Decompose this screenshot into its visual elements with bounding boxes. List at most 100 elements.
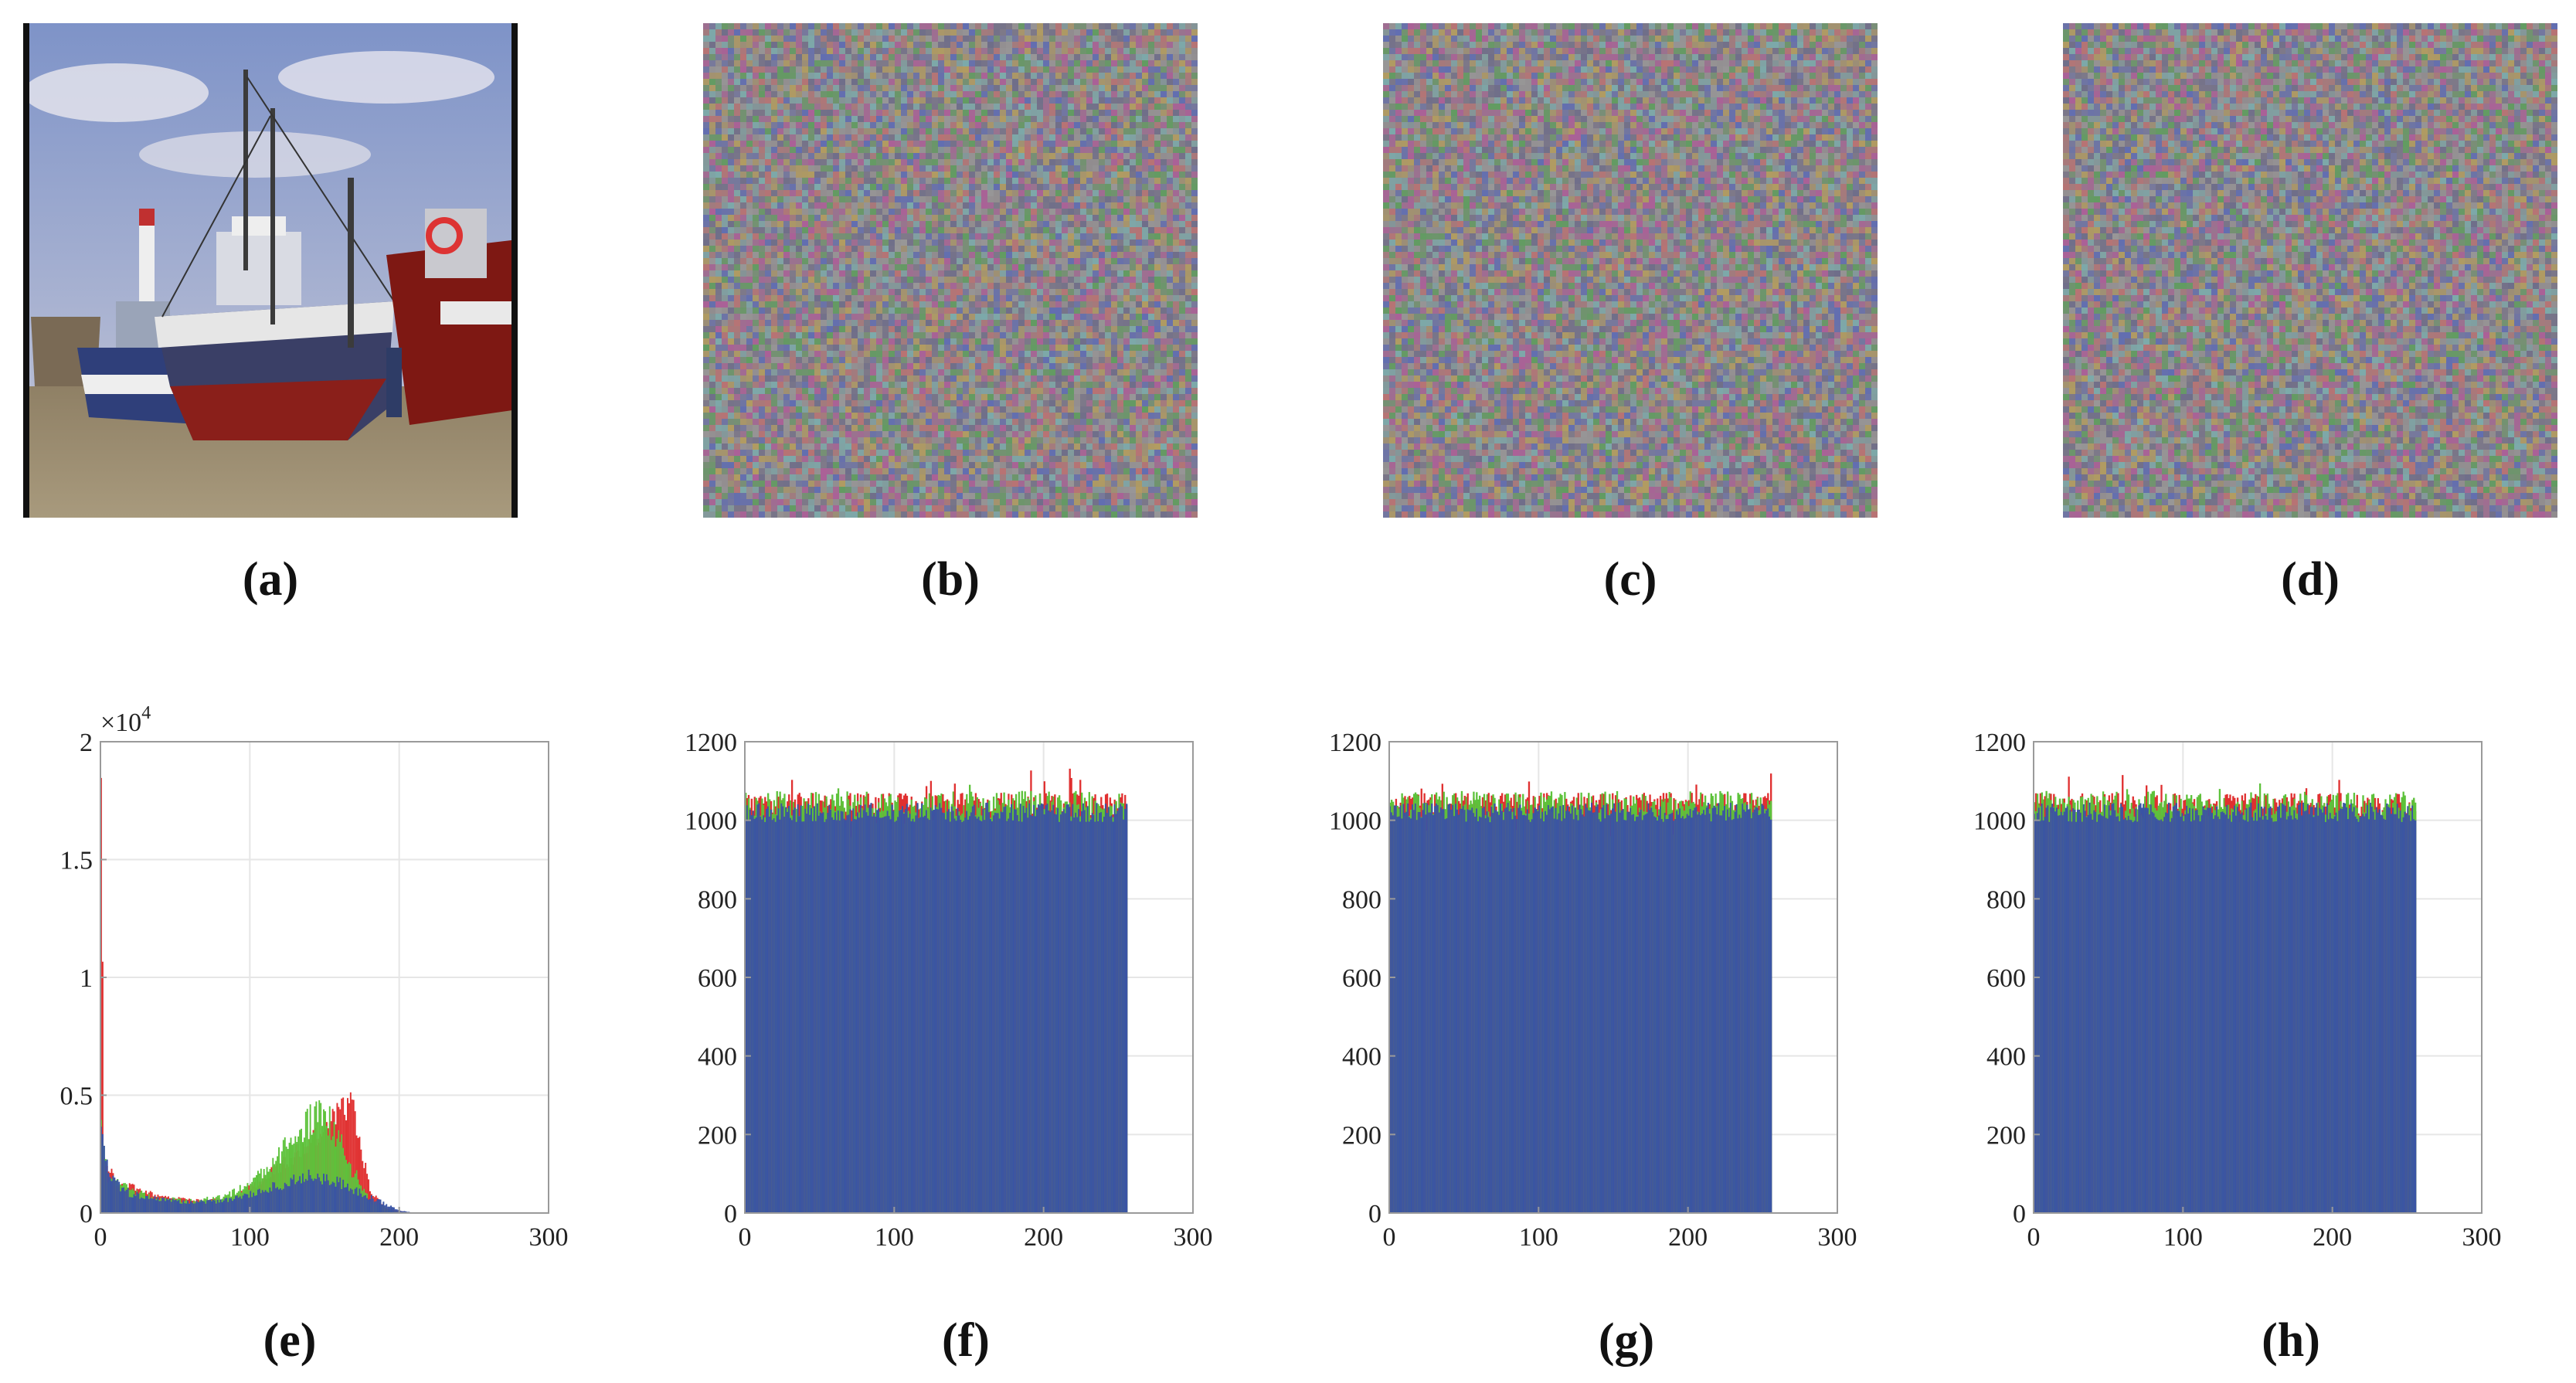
noise-cell (765, 147, 771, 153)
noise-cell (938, 308, 944, 314)
noise-cell (889, 320, 895, 326)
noise-cell (1161, 122, 1167, 128)
noise-cell (870, 196, 876, 202)
noise-cell (1136, 23, 1142, 29)
noise-cell (901, 345, 907, 351)
noise-cell (1086, 382, 1093, 388)
noise-cell (938, 240, 944, 246)
noise-cell (1080, 314, 1086, 320)
noise-cell (740, 48, 746, 54)
noise-cell (1173, 394, 1179, 400)
noise-cell (808, 153, 814, 159)
noise-cell (783, 36, 790, 42)
noise-cell (1111, 141, 1117, 147)
noise-cell (1068, 363, 1074, 369)
noise-cell (1136, 85, 1142, 91)
noise-cell (963, 48, 969, 54)
noise-cell (722, 172, 728, 178)
noise-cell (1148, 264, 1154, 270)
noise-cell (1154, 85, 1161, 91)
noise-cell (895, 227, 901, 233)
noise-cell (821, 97, 827, 104)
noise-cell (876, 73, 882, 79)
noise-cell (808, 134, 814, 141)
noise-cell (919, 308, 926, 314)
noise-cell (957, 252, 963, 258)
noise-cell (1025, 73, 1031, 79)
noise-cell (1000, 134, 1006, 141)
noise-cell (876, 375, 882, 382)
noise-cell (889, 172, 895, 178)
noise-cell (889, 277, 895, 283)
noise-cell (907, 338, 913, 345)
noise-cell (1012, 332, 1018, 338)
noise-cell (913, 283, 919, 289)
noise-cell (919, 369, 926, 375)
noise-cell (715, 382, 722, 388)
noise-cell (1037, 264, 1043, 270)
noise-cell (1043, 357, 1049, 363)
noise-cell (771, 110, 777, 116)
noise-cell (814, 196, 821, 202)
noise-cell (876, 165, 882, 172)
noise-cell (969, 277, 975, 283)
noise-cell (1018, 85, 1025, 91)
noise-cell (1161, 270, 1167, 277)
noise-cell (1111, 227, 1117, 233)
noise-cell (1043, 42, 1049, 48)
noise-cell (994, 134, 1000, 141)
noise-cell (1043, 104, 1049, 110)
noise-cell (981, 141, 987, 147)
noise-cell (895, 202, 901, 209)
noise-cell (1185, 36, 1191, 42)
noise-cell (957, 332, 963, 338)
noise-cell (858, 202, 864, 209)
noise-cell (1173, 308, 1179, 314)
noise-cell (858, 48, 864, 54)
noise-cell (1093, 147, 1099, 153)
noise-cell (814, 215, 821, 221)
noise-cell (981, 295, 987, 301)
noise-cell (1074, 375, 1080, 382)
noise-cell (796, 332, 802, 338)
noise-cell (1167, 375, 1173, 382)
noise-cell (926, 369, 932, 375)
noise-cell (932, 400, 938, 406)
noise-cell (1049, 134, 1055, 141)
noise-cell (715, 110, 722, 116)
noise-cell (1006, 79, 1012, 85)
noise-cell (814, 153, 821, 159)
noise-cell (783, 314, 790, 320)
noise-cell (1148, 73, 1154, 79)
noise-cell (919, 202, 926, 209)
noise-cell (938, 246, 944, 252)
noise-cell (814, 184, 821, 190)
noise-cell (827, 375, 833, 382)
noise-cell (734, 289, 740, 295)
noise-cell (1068, 42, 1074, 48)
noise-cell (1136, 308, 1142, 314)
noise-cell (703, 363, 709, 369)
noise-cell (802, 246, 808, 252)
noise-cell (1161, 190, 1167, 196)
noise-cell (1031, 375, 1037, 382)
noise-cell (783, 351, 790, 357)
noise-cell (1080, 357, 1086, 363)
noise-cell (889, 270, 895, 277)
noise-cell (771, 264, 777, 270)
noise-cell (981, 277, 987, 283)
noise-cell (777, 400, 783, 406)
noise-cell (777, 227, 783, 233)
noise-cell (870, 36, 876, 42)
noise-cell (1148, 351, 1154, 357)
noise-cell (1037, 400, 1043, 406)
noise-cell (1080, 289, 1086, 295)
noise-cell (1068, 240, 1074, 246)
noise-cell (814, 128, 821, 134)
noise-cell (975, 97, 981, 104)
noise-cell (1111, 264, 1117, 270)
noise-cell (1074, 196, 1080, 202)
noise-cell (1086, 141, 1093, 147)
noise-cell (1130, 314, 1136, 320)
noise-cell (876, 48, 882, 54)
